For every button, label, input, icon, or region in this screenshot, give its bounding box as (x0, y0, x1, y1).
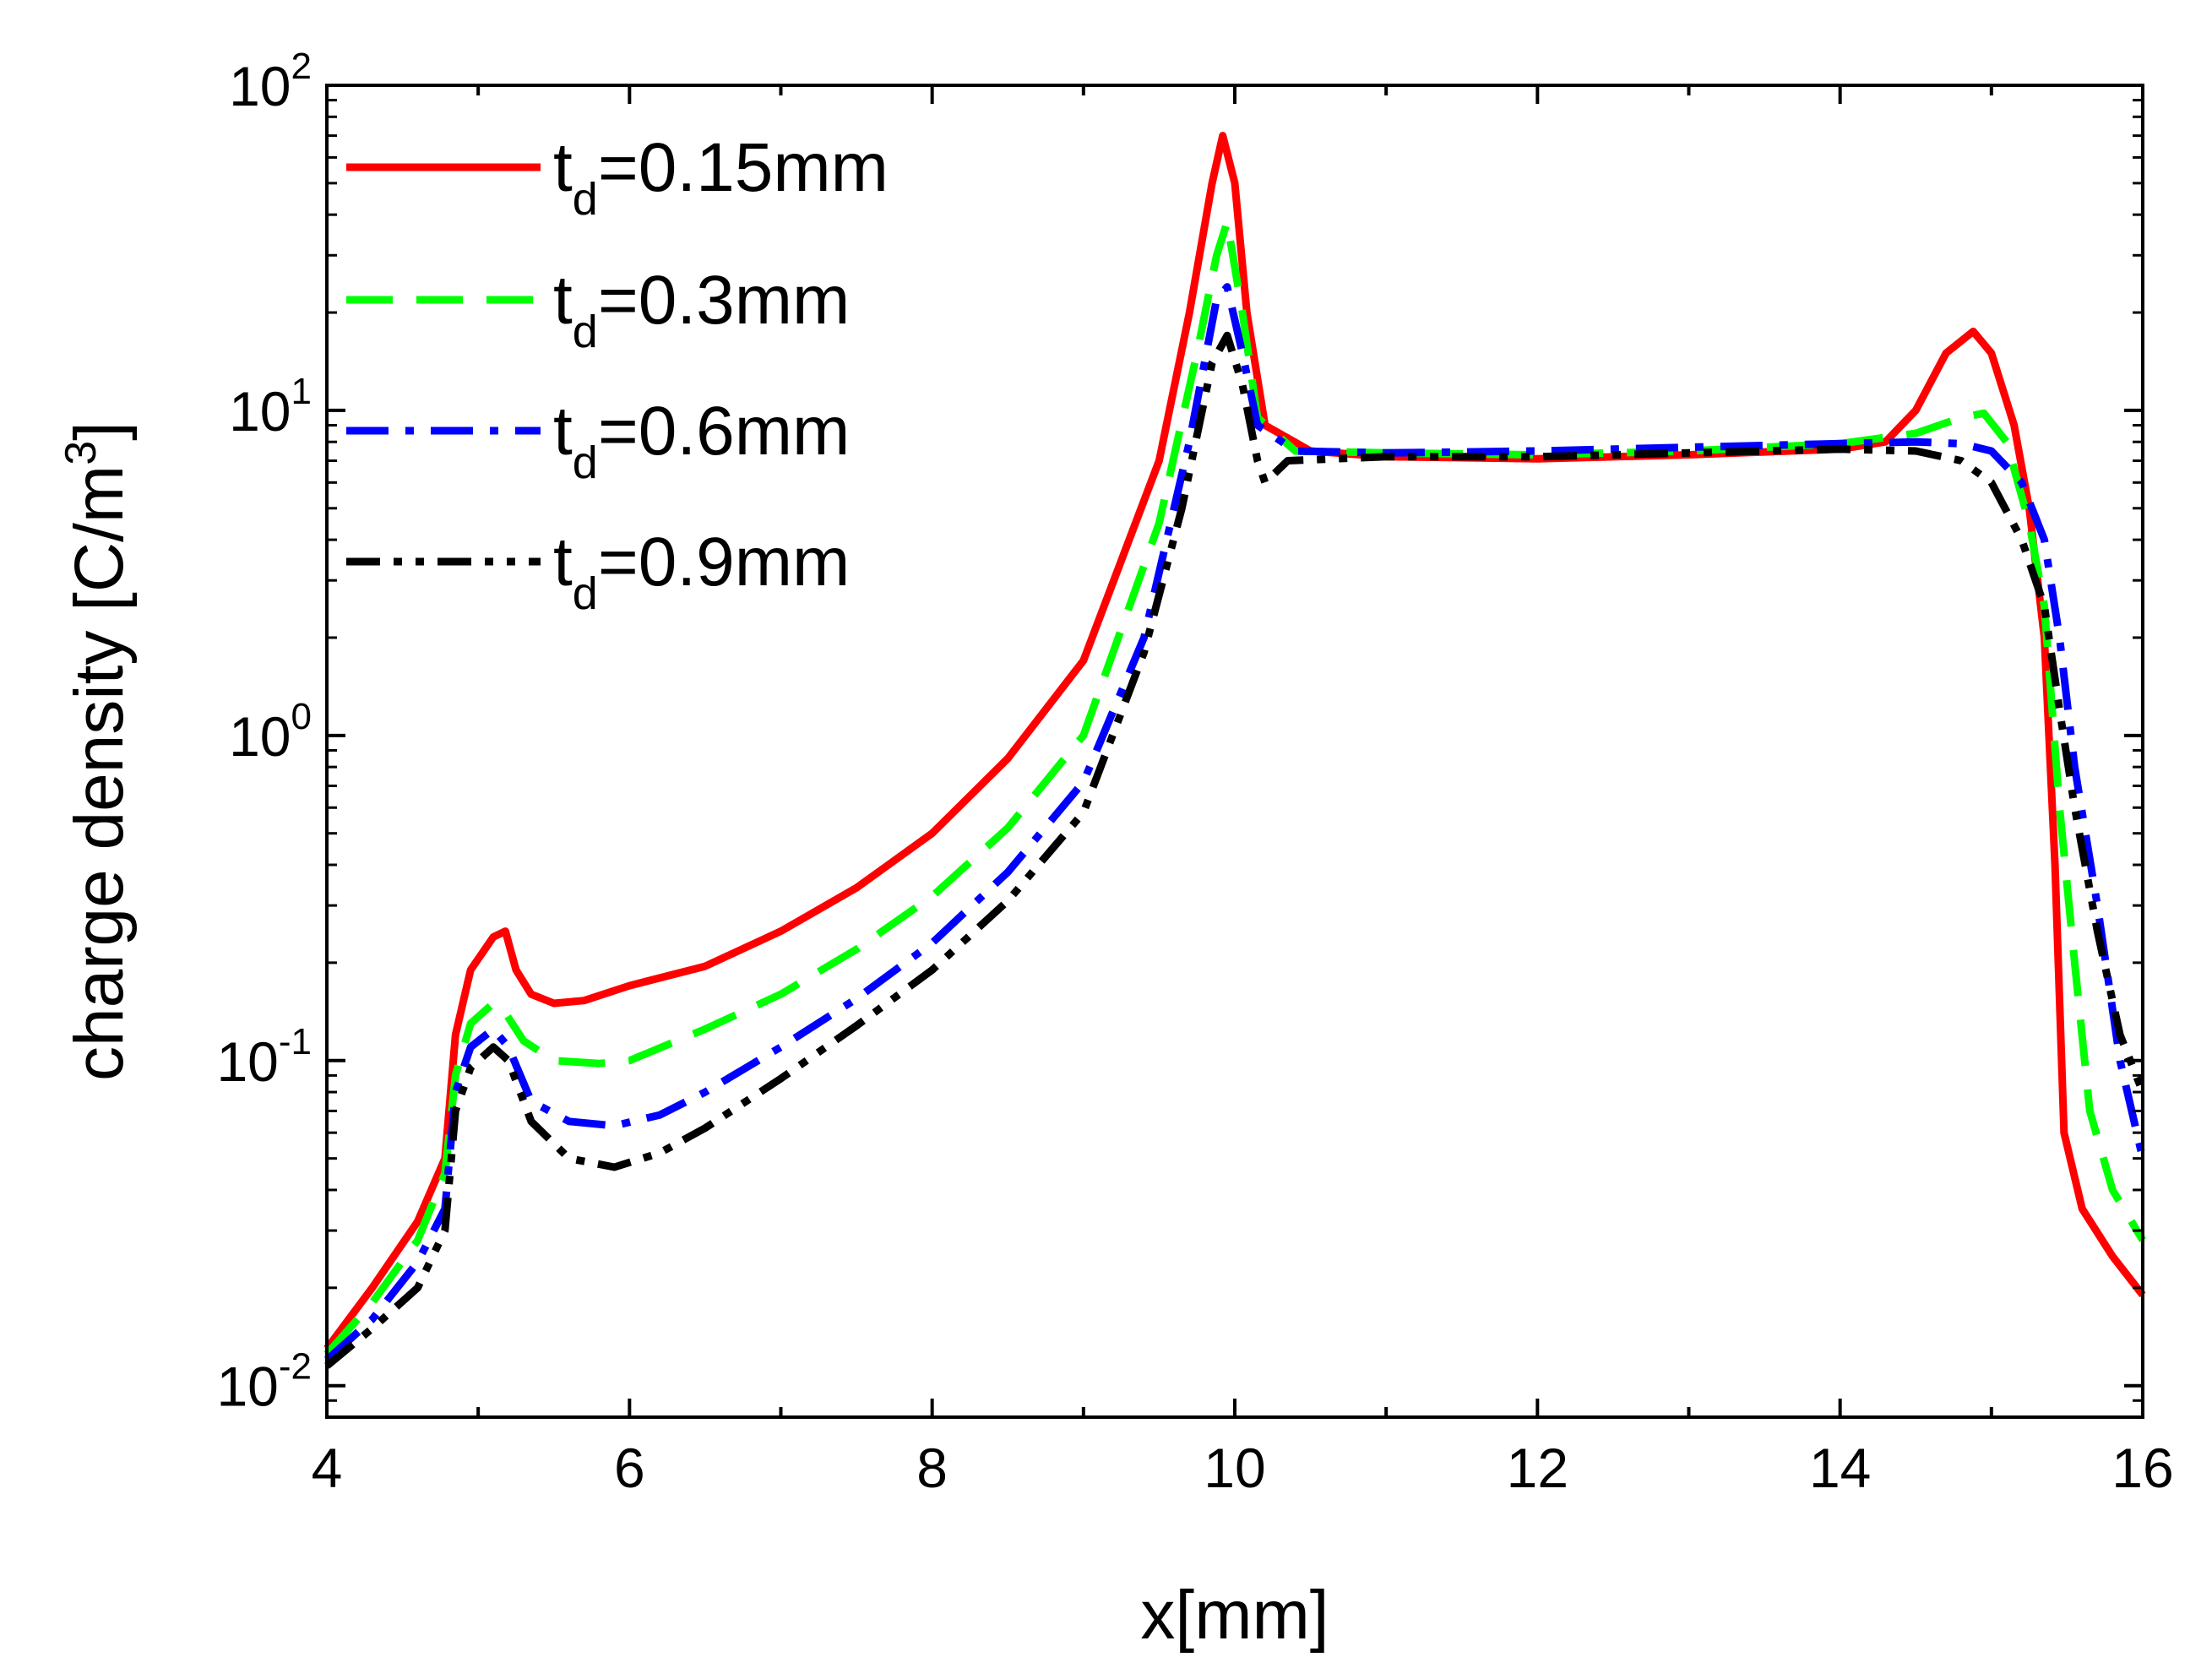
legend-label-4: td=0.9mm (553, 524, 850, 619)
x-tick-label: 4 (312, 1437, 343, 1499)
axis-labels: x[mm] charge density [C/m3] (57, 421, 1329, 1654)
x-axis-label: x[mm] (1140, 1577, 1329, 1654)
x-tick-label: 6 (614, 1437, 645, 1499)
y-axis-label-main: charge density [C/m (61, 465, 138, 1081)
y-tick-label: 101 (229, 371, 312, 443)
x-tick-label: 8 (916, 1437, 948, 1499)
y-tick-label: 102 (229, 46, 312, 117)
y-tick-label: 100 (229, 696, 312, 768)
y-axis-label-superscript: 3 (57, 441, 106, 465)
x-tick-label: 16 (2111, 1437, 2173, 1499)
legend: td=0.15mm td=0.3mm td=0.6mm td=0.9mm (346, 129, 889, 619)
series-line-4 (324, 331, 2147, 1369)
x-tick-label: 14 (1809, 1437, 1871, 1499)
y-axis-label-close: ] (61, 421, 138, 441)
series-line-1 (323, 132, 2146, 1351)
legend-label-2: td=0.3mm (553, 262, 850, 357)
legend-label-3: td=0.6mm (553, 393, 850, 488)
plot-series (323, 132, 2147, 1369)
x-tick-label: 12 (1507, 1437, 1568, 1499)
y-axis-label: charge density [C/m3] (57, 421, 138, 1081)
legend-label-1: td=0.15mm (553, 129, 889, 225)
x-tick-label: 10 (1204, 1437, 1265, 1499)
plot-frame (325, 84, 2144, 1419)
y-tick-label: 10-1 (216, 1021, 312, 1093)
y-tick-label: 10-2 (216, 1346, 312, 1418)
